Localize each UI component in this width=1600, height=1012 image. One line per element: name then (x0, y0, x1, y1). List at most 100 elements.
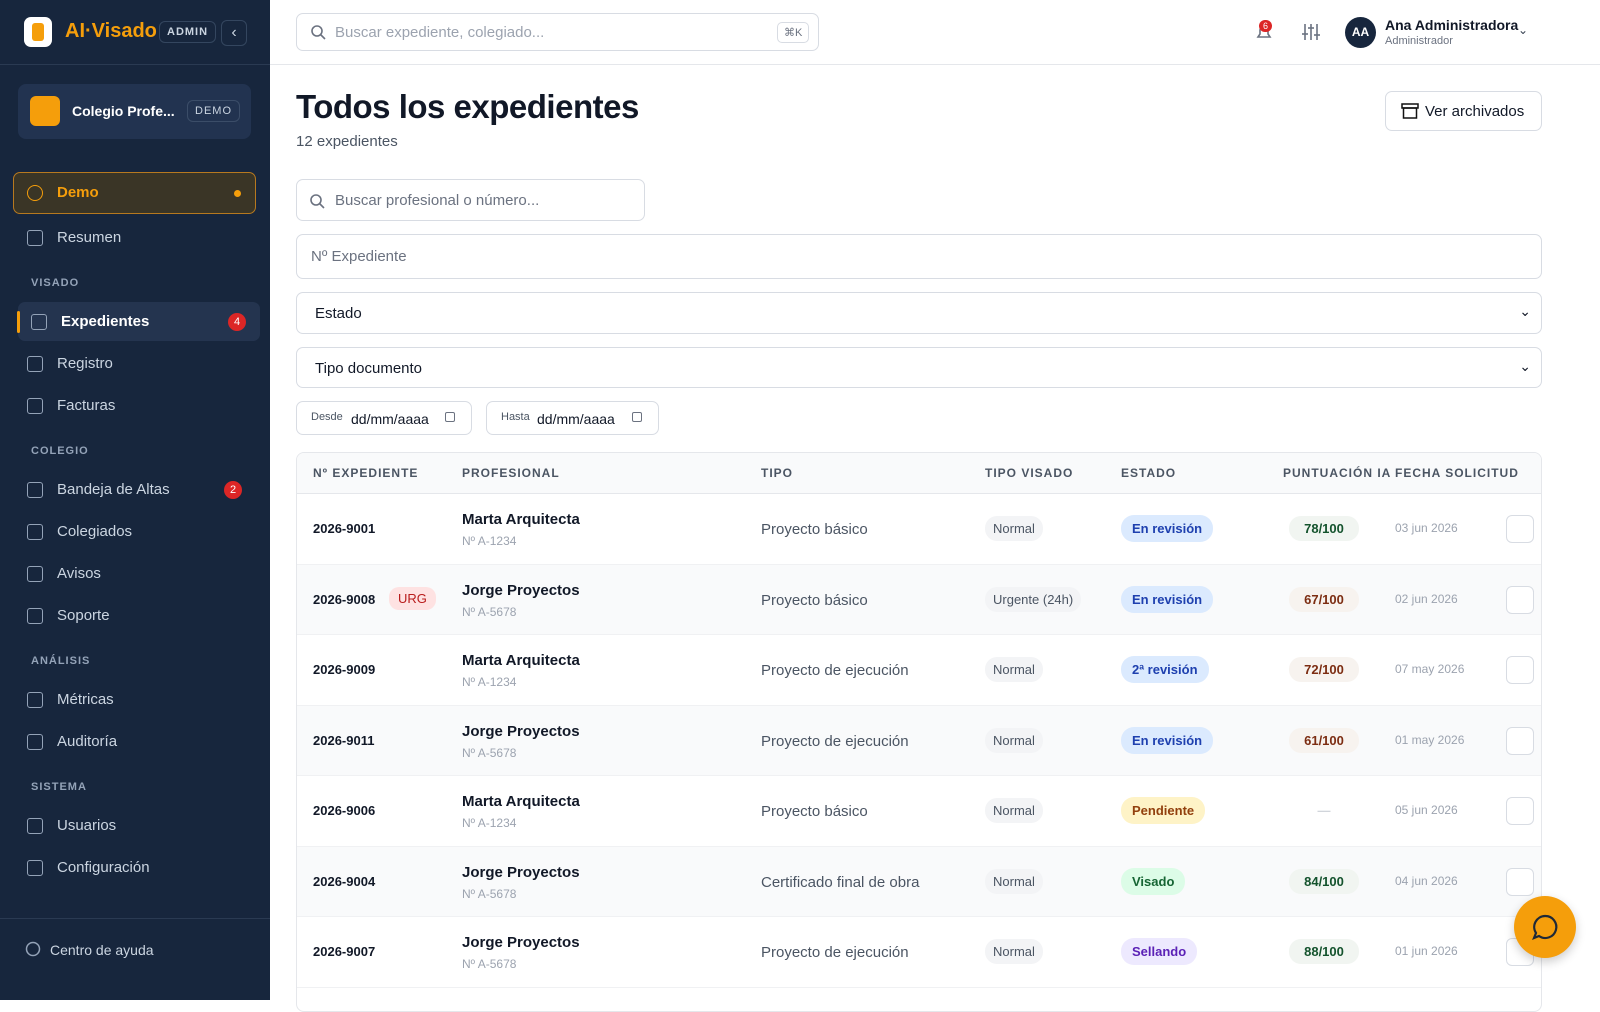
placeholder: Buscar profesional o número... (335, 192, 540, 209)
professional-name: Marta Arquitecta (462, 652, 580, 669)
archived-button[interactable]: Ver archivados (1385, 91, 1542, 131)
chat-icon (1532, 914, 1558, 940)
ai-score: 88/100 (1289, 939, 1359, 964)
professional-name: Marta Arquitecta (462, 793, 580, 810)
expediente-id: 2026-9006 (313, 803, 376, 818)
user-menu-chevron[interactable]: ⌄ (1518, 23, 1529, 37)
professional-number: Nº A-1234 (462, 816, 517, 830)
professional-number: Nº A-5678 (462, 886, 517, 901)
column-header: TIPO VISADO (985, 466, 1074, 480)
table-row[interactable]: 2026-9004 Jorge Proyectos Nº A-5678 Certifi… (297, 846, 1541, 917)
nav-badge: 4 (228, 313, 246, 331)
date-label: Hasta (501, 411, 530, 423)
nav-icon (27, 566, 43, 582)
help-icon (25, 941, 41, 957)
request-date: 02 jun 2026 (1395, 591, 1458, 606)
settings-icon[interactable] (1301, 22, 1321, 42)
professional-name: Marta Arquitecta (462, 511, 580, 528)
column-header: ESTADO (1121, 466, 1177, 480)
divider (270, 64, 1600, 65)
table-row[interactable]: 2026-9006 Marta Arquitecta Nº A-1234 Proyec… (297, 776, 1541, 847)
nav-item[interactable]: Colegiados (57, 523, 133, 540)
nav-section: COLEGIO (31, 445, 89, 457)
table-row[interactable]: 2026-9008 URG Jorge Proyectos Nº A-5678 Proy… (297, 564, 1541, 635)
placeholder: Nº Expediente (311, 248, 407, 265)
ai-score: 84/100 (1289, 868, 1359, 894)
org-icon (30, 96, 60, 126)
nav-section: ANÁLISIS (31, 655, 91, 667)
nav-icon (27, 818, 43, 834)
chat-button[interactable] (1514, 896, 1576, 958)
sidebar: AI·Visado ADMIN ‹ Colegio Profe... DEMO … (0, 0, 270, 1000)
document-type: Proyecto básico (761, 591, 868, 609)
nav-icon (27, 482, 43, 498)
filter-status[interactable]: Estado ⌄ (296, 292, 1542, 334)
archive-button[interactable] (1506, 797, 1534, 825)
nav-icon (27, 734, 43, 750)
visa-type: Normal (985, 727, 1043, 753)
filter-to[interactable]: Hasta dd/mm/aaaa (486, 401, 659, 435)
archive-button[interactable] (1506, 656, 1534, 684)
document-type: Proyecto de ejecución (761, 732, 909, 750)
document-type: Certificado final de obra (761, 873, 920, 891)
table-row[interactable]: 2026-9001 Marta Arquitecta Nº A-1234 Proyec… (297, 494, 1541, 565)
archive-button[interactable] (1506, 726, 1534, 755)
nav-item[interactable]: Auditoría (57, 733, 118, 750)
nav-item[interactable]: Facturas (57, 397, 116, 414)
nav-icon (31, 314, 47, 330)
status-pill: Pendiente (1121, 797, 1206, 824)
nav-item[interactable]: Registro (57, 355, 113, 372)
nav-item[interactable]: Usuarios (57, 817, 117, 834)
professional-name: Jorge Proyectos (462, 863, 580, 881)
nav-active[interactable] (18, 302, 260, 341)
avatar[interactable]: AA (1345, 17, 1376, 48)
column-header: Nº EXPEDIENTE (313, 466, 419, 480)
document-type: Proyecto básico (761, 521, 868, 538)
archive-icon (1401, 103, 1419, 119)
nav-item[interactable]: Configuración (57, 859, 150, 876)
filter-from[interactable]: Desde dd/mm/aaaa (296, 401, 472, 435)
org-card[interactable]: Colegio Profe... DEMO (18, 84, 251, 139)
org-name: Colegio Profe... (72, 103, 175, 119)
table-row[interactable]: 2026-9009 Marta Arquitecta Nº A-1234 Proyec… (297, 635, 1541, 706)
table-row[interactable]: 2026-9011 Jorge Proyectos Nº A-5678 Proyect… (297, 705, 1541, 776)
nav-item[interactable]: Avisos (57, 565, 101, 582)
filter-number[interactable]: Nº Expediente (296, 234, 1542, 279)
status-pill: Sellando (1121, 938, 1198, 965)
user-role: Administrador (1385, 35, 1453, 47)
expediente-id: 2026-9007 (313, 944, 376, 959)
nav-item[interactable]: Soporte (57, 607, 110, 624)
global-search[interactable]: Buscar expediente, colegiado... ⌘K (296, 13, 819, 51)
search-icon (310, 194, 325, 209)
table-row[interactable]: 2026-9007 Jorge Proyectos Nº A-5678 Proyect… (297, 917, 1541, 988)
status-pill: 2ª revisión (1121, 656, 1209, 683)
ai-score: 72/100 (1289, 657, 1359, 682)
filter-doc-type[interactable]: Tipo documento ⌄ (296, 347, 1542, 388)
filter-search[interactable]: Buscar profesional o número... (296, 179, 645, 221)
nav-item[interactable]: Bandeja de Altas (57, 481, 170, 498)
professional-number: Nº A-5678 (462, 957, 517, 971)
nav-icon (27, 185, 43, 201)
request-date: 03 jun 2026 (1395, 521, 1458, 535)
nav-item[interactable]: Demo (57, 184, 99, 201)
archive-button[interactable] (1506, 585, 1534, 614)
help-link[interactable]: Centro de ayuda (50, 942, 154, 958)
nav-item[interactable]: Métricas (57, 691, 114, 708)
nav-highlight[interactable] (13, 172, 256, 214)
visa-type: Normal (985, 939, 1043, 964)
collapse-button[interactable]: ‹ (221, 20, 247, 46)
nav-item[interactable]: Expedientes (61, 313, 150, 330)
nav-icon (27, 398, 43, 414)
nav-item[interactable]: Resumen (57, 229, 122, 246)
document-type: Proyecto de ejecución (761, 662, 909, 679)
archive-button[interactable] (1506, 515, 1534, 543)
ai-score: 67/100 (1289, 586, 1359, 612)
archive-button[interactable] (1506, 867, 1534, 896)
expediente-id: 2026-9004 (313, 873, 376, 889)
status-pill: En revisión (1121, 515, 1214, 542)
nav-icon (27, 524, 43, 540)
logo (24, 17, 52, 47)
nav-icon (27, 356, 43, 372)
ai-score: 78/100 (1289, 516, 1359, 541)
nav-dot (234, 190, 241, 197)
